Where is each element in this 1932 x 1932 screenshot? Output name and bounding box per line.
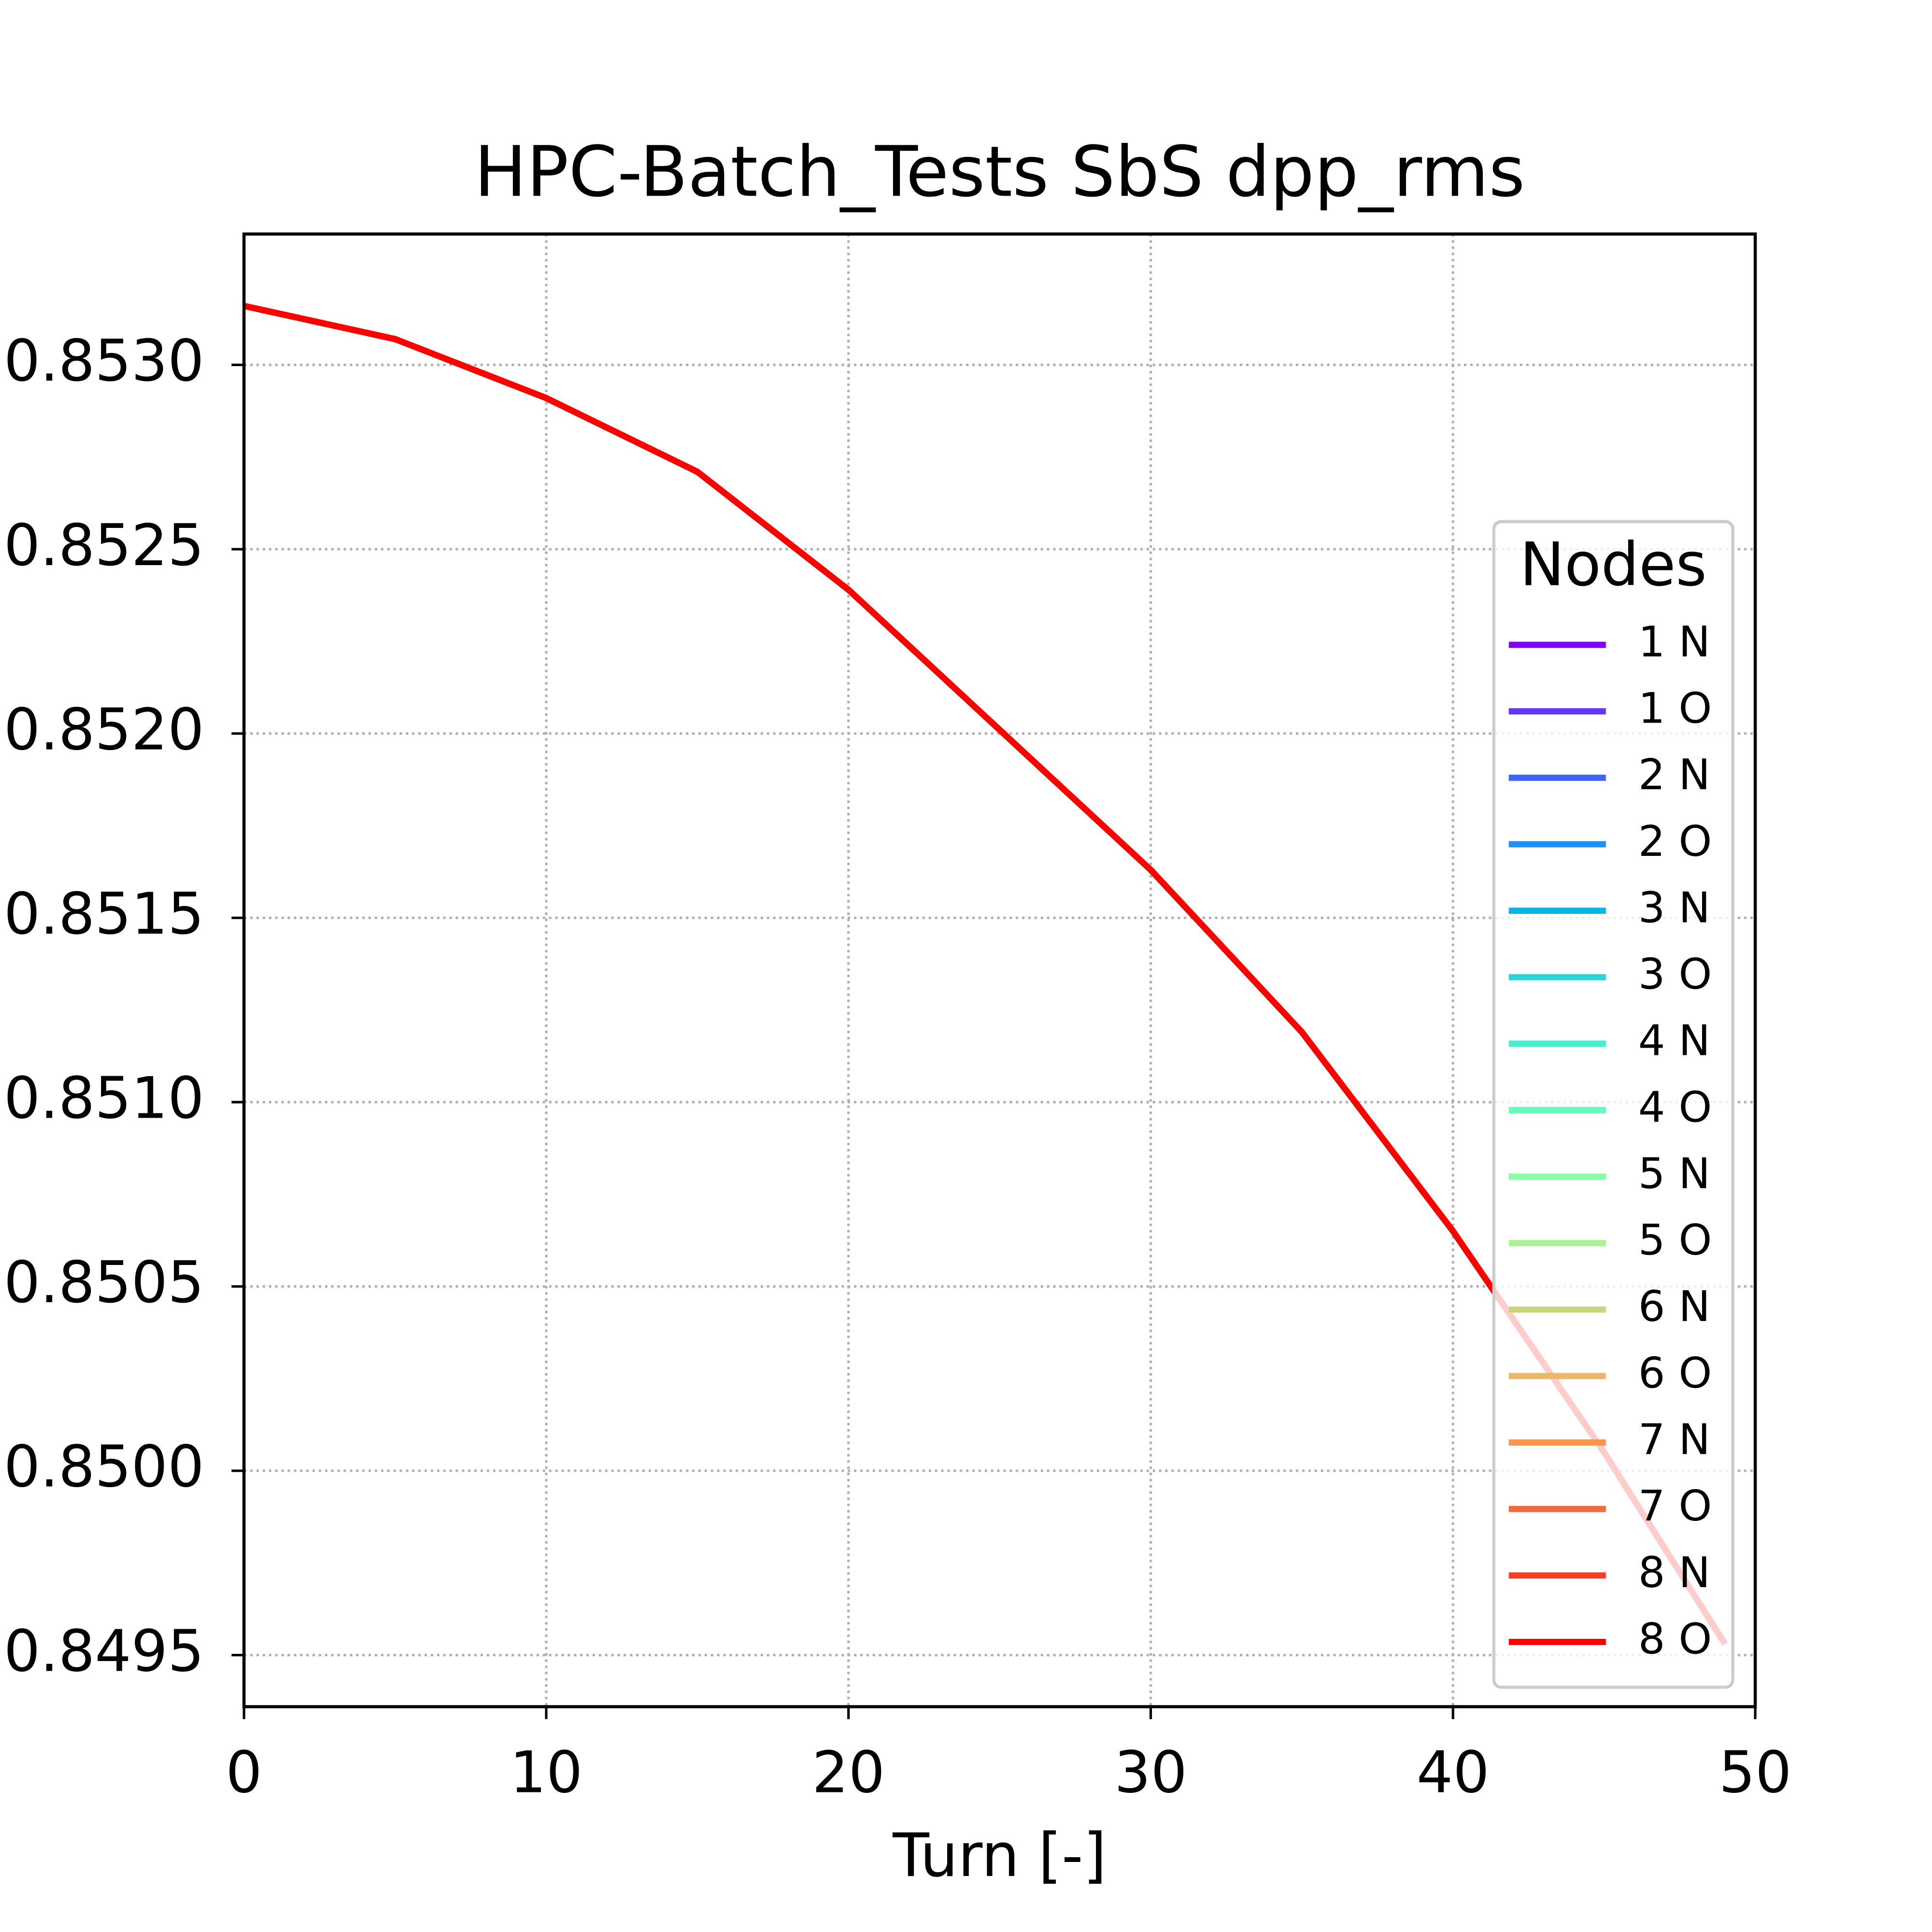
legend-label: 4 O	[1638, 1082, 1712, 1132]
legend-frame	[1492, 520, 1734, 1689]
y-tick-label: 0.8525	[4, 512, 204, 579]
legend-label: 7 N	[1638, 1415, 1710, 1464]
legend-label: 5 O	[1638, 1216, 1712, 1265]
chart-title: HPC-Batch_Tests SbS dpp_rms	[474, 132, 1525, 213]
x-tick-label: 20	[812, 1739, 885, 1806]
legend-label: 3 N	[1638, 883, 1710, 932]
x-tick-label: 40	[1417, 1739, 1490, 1806]
legend-label: 8 N	[1638, 1548, 1710, 1597]
y-tick-label: 0.8515	[4, 881, 204, 947]
y-tick-label: 0.8520	[4, 696, 204, 763]
y-tick-label: 0.8495	[4, 1618, 204, 1684]
y-tick-label: 0.8510	[4, 1065, 204, 1132]
legend-label: 7 O	[1638, 1481, 1712, 1531]
legend-title: Nodes	[1520, 530, 1707, 600]
y-tick-label: 0.8505	[4, 1249, 204, 1316]
legend-label: 5 N	[1638, 1149, 1710, 1198]
legend-label: 2 N	[1638, 750, 1710, 799]
legend-label: 1 N	[1638, 617, 1710, 667]
legend-label: 8 O	[1638, 1614, 1712, 1663]
x-tick-label: 10	[510, 1739, 582, 1806]
plot-frame	[242, 232, 1757, 1708]
legend-label: 3 O	[1638, 950, 1712, 999]
legend-label: 6 N	[1638, 1282, 1710, 1331]
x-tick-label: 50	[1719, 1739, 1792, 1806]
x-tick-label: 30	[1114, 1739, 1187, 1806]
legend-label: 4 N	[1638, 1016, 1710, 1065]
y-tick-label: 0.8530	[4, 327, 204, 394]
legend: Nodes 1 N 1 O 2 N 2 O 3 N 3 O 4 N 4 O 5 N 5 O 6 N 6 …	[1492, 520, 1734, 1689]
axes: 0 10 20 30 40 50 0.8495 0.8500 0.8505 0.8510 0.851…	[4, 327, 1792, 1805]
legend-label: 1 O	[1638, 684, 1712, 733]
y-tick-label: 0.8500	[4, 1434, 204, 1500]
x-axis-label: Turn [-]	[892, 1821, 1107, 1890]
legend-label: 6 O	[1638, 1349, 1712, 1398]
legend-label: 2 O	[1638, 817, 1712, 866]
x-tick-label: 0	[226, 1739, 262, 1806]
